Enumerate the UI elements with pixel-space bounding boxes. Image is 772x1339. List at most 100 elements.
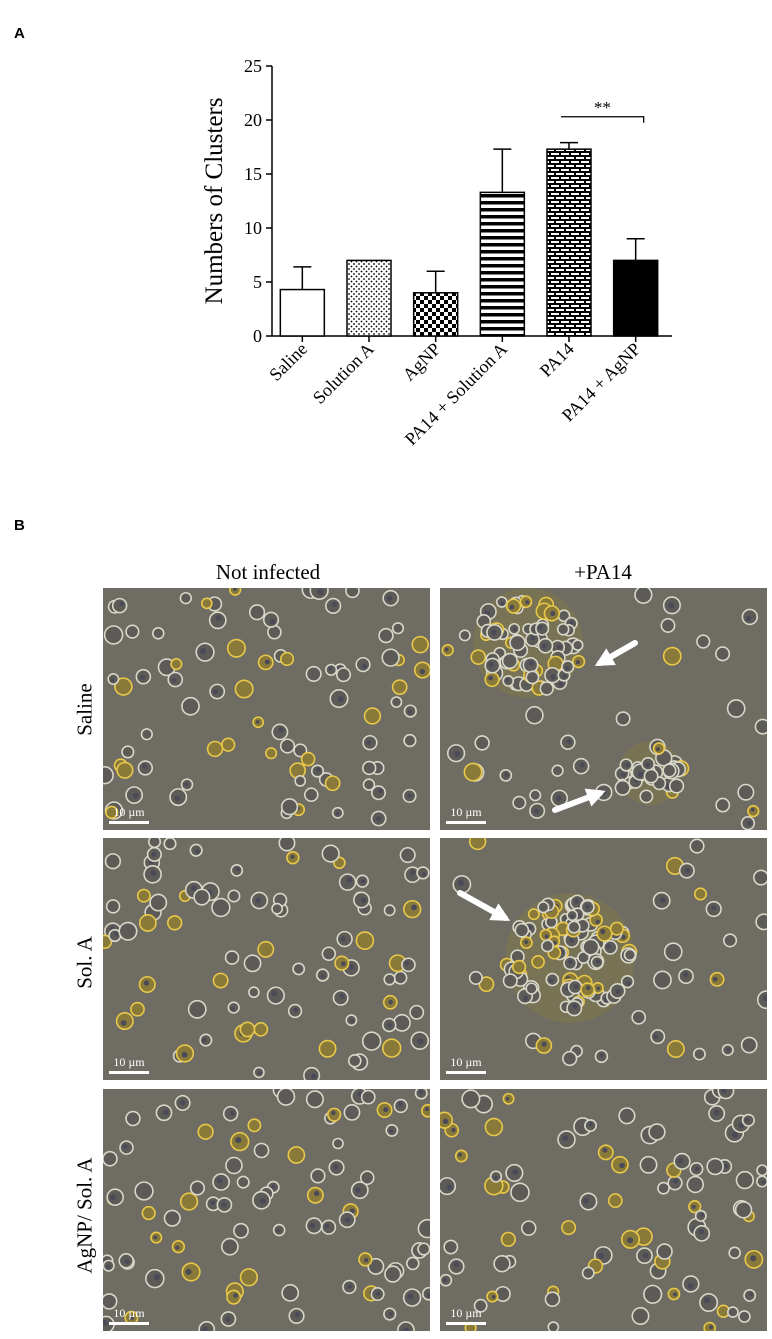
cell: [121, 745, 135, 759]
cell-nucleus: [585, 985, 591, 991]
cell: [756, 1164, 767, 1177]
y-tick-label: 15: [244, 164, 262, 184]
cell-nucleus: [366, 740, 372, 746]
cell: [660, 618, 676, 633]
cell: [355, 931, 375, 950]
cell: [248, 986, 260, 999]
bar-chart: 0 5 10 15 20 25 Numbers of Clusters SalineSolut…: [201, 56, 672, 449]
cell: [525, 670, 540, 685]
cell-field: [103, 588, 430, 827]
cell: [501, 652, 519, 670]
cell-nucleus: [524, 940, 529, 944]
cell: [734, 1201, 753, 1219]
cell-nucleus: [151, 852, 157, 857]
cell-nucleus: [557, 644, 562, 650]
cell: [281, 1283, 300, 1302]
cell-nucleus: [311, 1073, 317, 1080]
cell-nucleus: [685, 868, 691, 874]
cell-nucleus: [355, 1187, 361, 1194]
cell: [754, 718, 767, 735]
cell: [406, 1256, 420, 1271]
cell-nucleus: [505, 678, 509, 682]
cell: [693, 887, 708, 901]
cell: [279, 738, 296, 754]
cell-nucleus: [691, 1204, 696, 1209]
cell: [279, 651, 295, 667]
cell-nucleus: [143, 980, 150, 986]
cell-nucleus: [653, 1034, 659, 1040]
cell-nucleus: [673, 1178, 678, 1184]
cell: [756, 990, 767, 1010]
cell-nucleus: [451, 1127, 456, 1133]
cell-nucleus: [120, 1020, 127, 1026]
scale-label: 10 µm: [113, 1306, 145, 1320]
cell: [287, 1146, 306, 1164]
cell-nucleus: [293, 1007, 298, 1013]
cell: [111, 597, 128, 614]
cell: [582, 938, 600, 956]
cell-nucleus: [550, 610, 556, 617]
cell-nucleus: [528, 660, 534, 666]
cell: [609, 921, 624, 936]
y-tick-label: 5: [253, 272, 262, 292]
cell: [304, 787, 319, 803]
cell-nucleus: [174, 795, 181, 802]
cell: [643, 1284, 663, 1304]
cell: [338, 873, 357, 891]
cell-nucleus: [184, 782, 189, 787]
cell: [179, 591, 193, 605]
cell-nucleus: [573, 984, 579, 989]
cell-nucleus: [110, 1194, 116, 1201]
cell: [596, 925, 613, 942]
cell-nucleus: [677, 1157, 684, 1164]
cell: [525, 706, 544, 725]
cell-nucleus: [175, 1245, 180, 1250]
row-header-agnp-sol-a: AgNP/ Sol. A: [72, 1157, 97, 1274]
x-tick-label: Saline: [265, 339, 311, 385]
cell-nucleus: [230, 1006, 235, 1011]
scale-bar: 10 µm: [446, 805, 486, 824]
cell-nucleus: [344, 1217, 351, 1223]
cell: [118, 921, 138, 941]
cell: [727, 1306, 739, 1318]
cell: [134, 1181, 154, 1201]
cell-nucleus: [225, 1316, 231, 1322]
cell-nucleus: [210, 1200, 216, 1206]
cell: [723, 933, 738, 948]
cell: [653, 970, 672, 990]
cell: [411, 635, 430, 654]
cell-field: [441, 588, 767, 830]
cell-nucleus: [276, 1228, 280, 1233]
bar-pa14: [546, 148, 592, 337]
cell-nucleus: [233, 588, 237, 592]
cell: [417, 1218, 430, 1239]
cell-nucleus: [153, 1235, 158, 1240]
cell-nucleus: [387, 1023, 392, 1028]
cell: [537, 901, 550, 914]
cell-nucleus: [313, 1190, 320, 1197]
cell: [529, 789, 542, 802]
column-header-pa14: +PA14: [574, 560, 632, 584]
cell-nucleus: [569, 620, 574, 625]
cell: [224, 950, 240, 965]
cell: [221, 737, 236, 752]
cell: [689, 838, 705, 854]
cell-nucleus: [504, 772, 509, 777]
cell-nucleus: [687, 1283, 694, 1289]
cell-nucleus: [411, 904, 417, 911]
cell-nucleus: [572, 1003, 578, 1009]
cell-nucleus: [397, 1101, 403, 1107]
scale-bar: 10 µm: [109, 805, 149, 824]
significance-label: **: [594, 98, 611, 117]
cell-nucleus: [523, 995, 529, 1001]
cell: [502, 973, 518, 989]
cell: [347, 1054, 362, 1068]
cell: [114, 677, 133, 696]
cell-nucleus: [386, 595, 393, 601]
cell-nucleus: [712, 976, 718, 982]
cell-nucleus: [362, 663, 367, 669]
cell: [643, 768, 659, 784]
cell: [221, 1237, 239, 1256]
cell-nucleus: [236, 867, 241, 872]
cell: [193, 888, 211, 906]
